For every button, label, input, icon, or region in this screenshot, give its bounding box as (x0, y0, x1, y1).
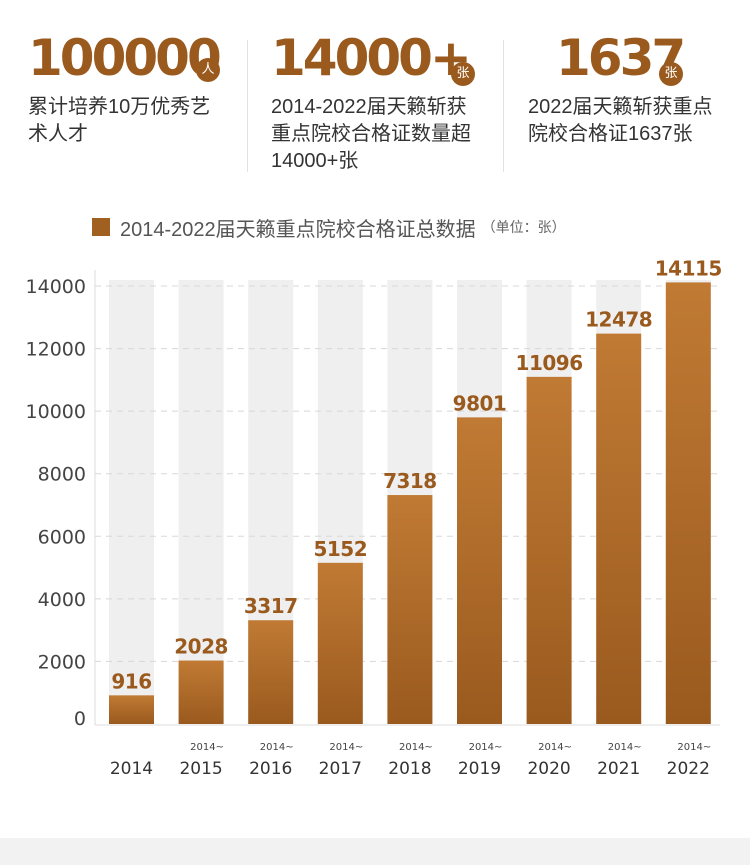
bar-value-label: 11096 (516, 351, 583, 375)
stat-certificates-total-desc-line: 重点院校合格证数量超 (271, 123, 471, 145)
bar (526, 376, 572, 724)
stat-talents-number: 100000 (28, 29, 222, 87)
bar-value-label: 916 (111, 669, 151, 693)
stat-talents-description: 累计培养10万优秀艺 术人才 (28, 94, 219, 148)
bar (109, 695, 154, 724)
bar-background (178, 280, 224, 724)
stat-certificates-2022-description: 2022届天籁斩获重点 院校合格证1637张 (528, 94, 713, 148)
stats-section: 100000 人 累计培养10万优秀艺 术人才 14000+ 张 2014-20… (0, 0, 750, 190)
stat-certificates-total-desc-line: 14000+张 (271, 150, 359, 172)
bar-value-label: 7318 (383, 469, 437, 493)
bar (317, 562, 363, 724)
x-tick-label: 2014 (110, 759, 153, 779)
bar (665, 282, 711, 724)
bar-background (109, 280, 154, 724)
bar (457, 417, 502, 724)
bar (387, 495, 433, 724)
x-tick-label: 2015 (179, 759, 222, 779)
bar-value-label: 3317 (244, 594, 298, 618)
stat-certificates-total: 14000+ 张 2014-2022届天籁斩获 重点院校合格证数量超 14000… (271, 28, 475, 175)
stat-talents-desc-line: 累计培养10万优秀艺 (28, 96, 211, 118)
chart-title: 2014-2022届天籁重点院校合格证总数据 (120, 218, 476, 241)
stat-certificates-total-description: 2014-2022届天籁斩获 重点院校合格证数量超 14000+张 (271, 94, 471, 175)
x-tick-prefix: 2014~ (190, 742, 224, 753)
bar-value-label: 14115 (655, 256, 722, 280)
x-tick-label: 2022 (667, 759, 710, 779)
bar-value-label: 9801 (453, 391, 507, 415)
x-tick-prefix: 2014~ (538, 742, 572, 753)
x-tick-label: 2021 (597, 759, 640, 779)
bar (596, 333, 642, 724)
x-tick-label: 2017 (319, 759, 362, 779)
stat-talents: 100000 人 累计培养10万优秀艺 术人才 (28, 28, 222, 148)
x-tick-prefix: 2014~ (329, 742, 363, 753)
stat-talents-desc-line: 术人才 (28, 123, 88, 145)
x-tick-prefix: 2014~ (260, 742, 294, 753)
x-tick-prefix: 2014~ (677, 742, 711, 753)
stat-divider (503, 40, 504, 172)
stat-certificates-2022: 1637 张 2022届天籁斩获重点 院校合格证1637张 (528, 28, 713, 148)
bar-value-label: 2028 (174, 635, 228, 659)
stat-talents-unit-badge: 人 (196, 58, 220, 82)
stat-certificates-total-unit-badge: 张 (451, 62, 475, 86)
stat-divider (247, 40, 248, 172)
bar (248, 620, 294, 724)
stat-talents-value: 100000 人 (28, 28, 222, 88)
x-tick-label: 2020 (527, 759, 570, 779)
bar-chart: 0 2000 4000 6000 8000 10000 12000 14000 916 2014 2… (26, 256, 723, 779)
legend-swatch (92, 218, 110, 236)
y-tick-label: 10000 (26, 401, 86, 423)
y-tick-label: 0 (74, 708, 86, 730)
x-tick-prefix: 2014~ (399, 742, 433, 753)
stat-certificates-2022-desc-line: 院校合格证1637张 (528, 123, 693, 145)
y-tick-label: 6000 (38, 526, 86, 548)
y-tick-label: 14000 (26, 276, 86, 298)
stat-certificates-2022-value: 1637 张 (556, 28, 713, 88)
x-tick-prefix: 2014~ (608, 742, 642, 753)
bar-value-label: 5152 (313, 537, 367, 561)
x-tick-label: 2019 (458, 759, 501, 779)
x-tick-label: 2016 (249, 759, 292, 779)
stat-certificates-total-number: 14000+ (271, 29, 472, 87)
chart-legend: 2014-2022届天籁重点院校合格证总数据 （单位：张） (92, 214, 566, 241)
chart-unit-note: （单位：张） (481, 219, 566, 235)
stat-certificates-total-desc-line: 2014-2022届天籁斩获 (271, 96, 467, 118)
x-tick-label: 2018 (388, 759, 431, 779)
bar (178, 660, 224, 724)
y-tick-label: 8000 (38, 464, 86, 486)
y-tick-label: 4000 (38, 589, 86, 611)
stat-certificates-total-value: 14000+ 张 (271, 28, 475, 88)
stat-certificates-2022-unit-badge: 张 (659, 62, 683, 86)
stat-certificates-2022-desc-line: 2022届天籁斩获重点 (528, 96, 713, 118)
x-tick-prefix: 2014~ (469, 742, 503, 753)
bar-value-label: 12478 (585, 308, 652, 332)
y-tick-label: 2000 (38, 651, 86, 673)
y-tick-label: 12000 (26, 339, 86, 361)
footer-band (0, 838, 750, 865)
